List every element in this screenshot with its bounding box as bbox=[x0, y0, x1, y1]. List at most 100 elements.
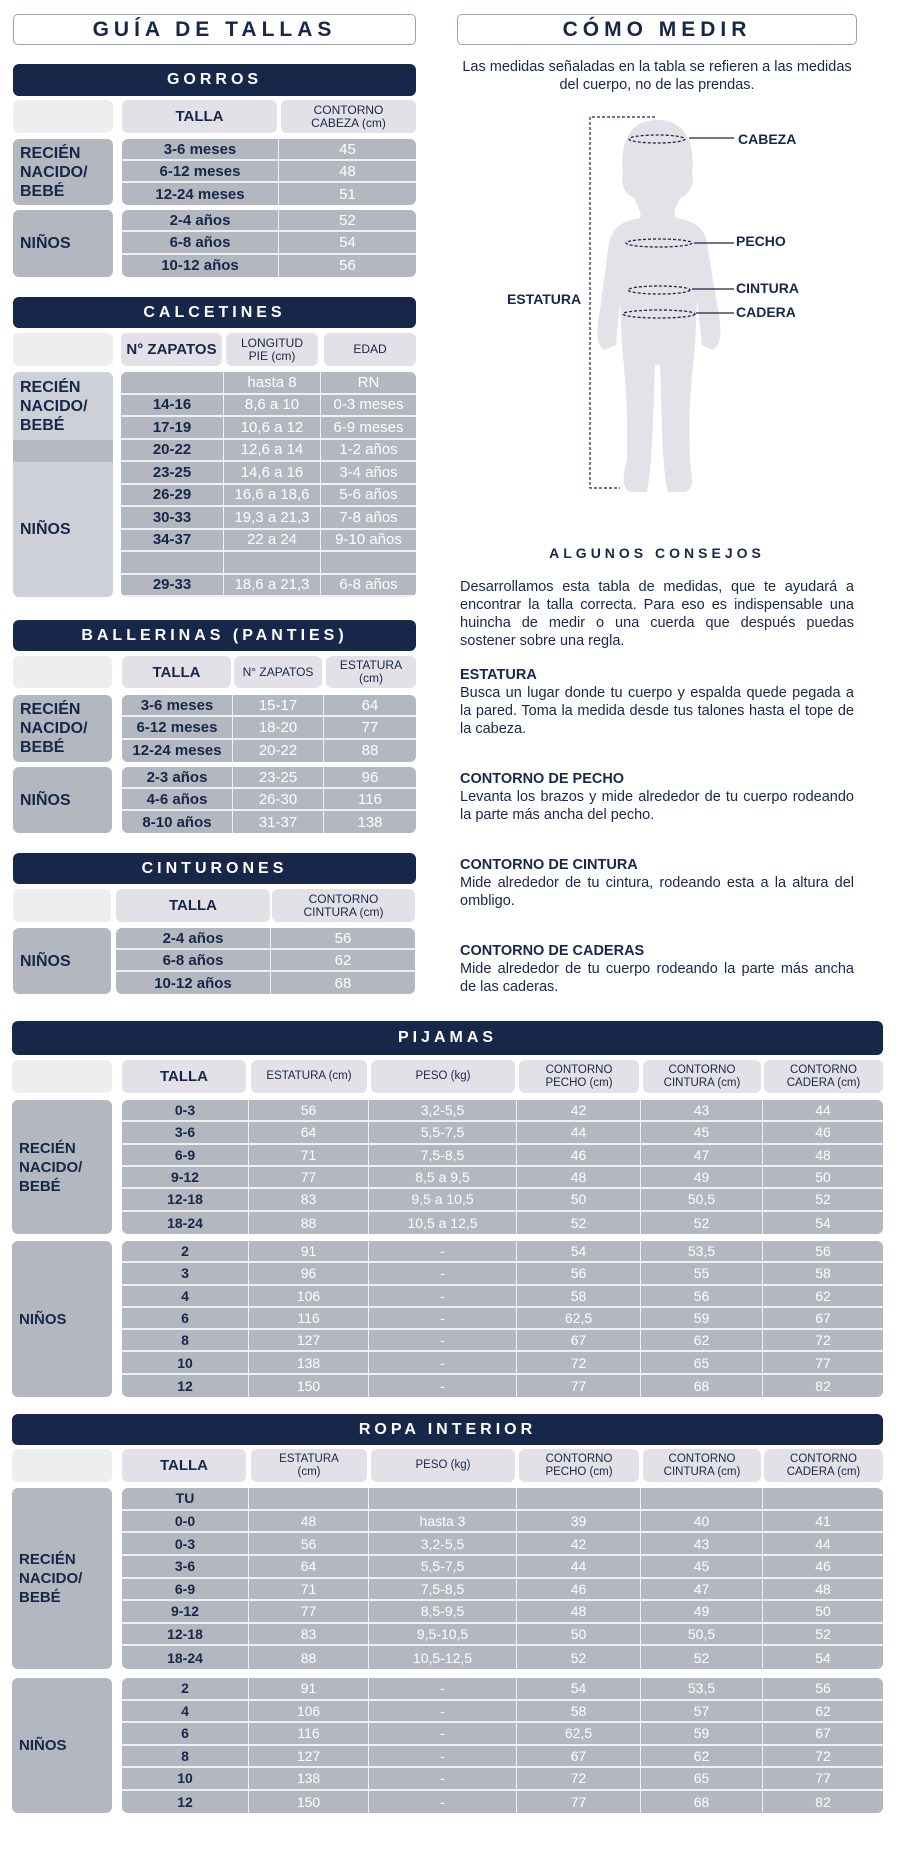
value-cell: 62 bbox=[271, 950, 415, 972]
value-cell: 62 bbox=[641, 1745, 763, 1768]
value-cell: 77 bbox=[517, 1374, 641, 1397]
column-header: TALLA bbox=[122, 656, 231, 688]
group-label: NIÑOS bbox=[12, 1678, 112, 1813]
value-cell: 96 bbox=[249, 1263, 369, 1286]
group-label: NIÑOS bbox=[12, 1241, 112, 1397]
value-cell: 56 bbox=[339, 257, 356, 275]
size-cell: 2-4 años bbox=[116, 928, 271, 950]
size-cell: 6 bbox=[122, 1307, 249, 1331]
value-cell: 56 bbox=[763, 1678, 883, 1701]
value-cell: 58 bbox=[763, 1263, 883, 1286]
value-cell: 56 bbox=[517, 1263, 641, 1286]
value-cell: 50 bbox=[517, 1623, 641, 1647]
value-cell bbox=[517, 1488, 641, 1511]
value-cell: 48 bbox=[517, 1601, 641, 1624]
value-cell: 5-6 años bbox=[321, 485, 416, 507]
header-empty-cell bbox=[12, 1449, 112, 1482]
label-pecho: PECHO bbox=[736, 233, 786, 249]
value-cell: 7-8 años bbox=[321, 507, 416, 530]
waist-measure-ring bbox=[627, 285, 691, 295]
column-header: CONTORNO CINTURA (cm) bbox=[272, 889, 415, 922]
value-cell: 59 bbox=[641, 1723, 763, 1746]
size-cell: 10-12 años bbox=[122, 254, 279, 277]
value-cell: 46 bbox=[517, 1144, 641, 1167]
value-cell: 42 bbox=[517, 1100, 641, 1123]
size-cell: 9-12 bbox=[122, 1167, 249, 1190]
value-cell: 18,6 a 21,3 bbox=[224, 574, 321, 597]
tips-title: ALGUNOS CONSEJOS bbox=[549, 545, 765, 561]
value-cell: 96 bbox=[324, 767, 416, 789]
value-cell: 65 bbox=[641, 1352, 763, 1375]
value-cell: 18-20 bbox=[233, 717, 324, 740]
size-cell: 4-6 años bbox=[122, 789, 233, 811]
size-cell: 2-3 años bbox=[122, 767, 233, 789]
value-cell: 8,5 a 9,5 bbox=[369, 1167, 517, 1190]
size-cell: 20-22 bbox=[121, 439, 224, 462]
value-cell: 67 bbox=[517, 1330, 641, 1353]
value-cell bbox=[224, 552, 321, 575]
column-header: LONGITUD PIE (cm) bbox=[226, 333, 318, 366]
value-cell: - bbox=[369, 1330, 517, 1353]
column-header: CONTORNO PECHO (cm) bbox=[519, 1449, 639, 1482]
value-cell: 138 bbox=[249, 1768, 369, 1791]
size-cell: 8 bbox=[122, 1745, 249, 1768]
value-cell: 50 bbox=[763, 1601, 883, 1624]
value-cell: 23-25 bbox=[233, 767, 324, 789]
value-cell: 52 bbox=[641, 1646, 763, 1669]
tips-intro: Desarrollamos esta tabla de medidas, que… bbox=[460, 579, 854, 649]
value-cell: 54 bbox=[279, 232, 416, 255]
value-cell: 50,5 bbox=[641, 1189, 763, 1212]
size-cell: 9-12 bbox=[122, 1601, 249, 1624]
size-cell: 8-10 años bbox=[122, 811, 233, 833]
value-cell: 71 bbox=[249, 1578, 369, 1602]
how-to-intro: Las medidas señaladas en la tabla se ref… bbox=[462, 59, 852, 93]
value-cell: 6-9 meses bbox=[321, 417, 416, 440]
value-cell: 68 bbox=[641, 1790, 763, 1813]
table-body-block: 2-3 años 23-25 96 4-6 años 26-30 116 8-10 años… bbox=[122, 767, 416, 833]
value-cell: 9,5-10,5 bbox=[369, 1623, 517, 1647]
value-cell: - bbox=[369, 1700, 517, 1723]
value-cell: 50 bbox=[763, 1167, 883, 1190]
size-cell: 3-6 bbox=[122, 1555, 249, 1579]
value-cell: 48 bbox=[763, 1579, 883, 1602]
column-header: CONTORNO CINTURA (cm) bbox=[643, 1449, 761, 1482]
value-cell: 62,5 bbox=[517, 1307, 641, 1331]
value-cell: 59 bbox=[641, 1307, 763, 1331]
ropa_interior-title-bar: ROPA INTERIOR bbox=[12, 1414, 883, 1445]
value-cell: 44 bbox=[763, 1533, 883, 1556]
ballerinas-title-bar: BALLERINAS (PANTIES) bbox=[13, 620, 416, 651]
value-cell: 0-3 meses bbox=[321, 395, 416, 417]
value-cell: 57 bbox=[641, 1700, 763, 1723]
group-label: NIÑOS bbox=[13, 210, 113, 277]
value-cell: 16,6 a 18,6 bbox=[224, 484, 321, 507]
column-header: CONTORNO CADERA (cm) bbox=[764, 1449, 883, 1482]
tip-heading: CONTORNO DE CINTURA bbox=[460, 857, 638, 873]
value-cell: 7,5-8,5 bbox=[369, 1144, 517, 1167]
value-cell: 150 bbox=[249, 1374, 369, 1397]
value-cell: 39 bbox=[517, 1510, 641, 1534]
value-cell: 52 bbox=[763, 1624, 883, 1647]
size-cell: 10-12 años bbox=[116, 972, 271, 994]
value-cell: 77 bbox=[249, 1167, 369, 1190]
value-cell: 64 bbox=[249, 1122, 369, 1145]
value-cell: 8,6 a 10 bbox=[224, 394, 321, 417]
size-cell: 12 bbox=[122, 1790, 249, 1813]
value-cell: 49 bbox=[641, 1167, 763, 1190]
child-silhouette bbox=[597, 120, 721, 492]
tip-pecho: CONTORNO DE PECHO Levanta los brazos y mi… bbox=[460, 770, 854, 824]
value-cell: - bbox=[369, 1745, 517, 1768]
value-cell: 6-8 años bbox=[321, 575, 416, 597]
size-cell: 0-3 bbox=[122, 1100, 249, 1123]
size-cell: 3 bbox=[122, 1263, 249, 1286]
value-cell: 56 bbox=[271, 928, 415, 950]
label-cabeza: CABEZA bbox=[738, 131, 797, 147]
header-empty-cell bbox=[12, 1060, 112, 1093]
value-cell: 72 bbox=[763, 1330, 883, 1353]
value-cell: 1-2 años bbox=[321, 440, 416, 462]
table-body-block: 3-6 meses 15-17 64 6-12 meses 18-20 77 12-24 m… bbox=[122, 695, 416, 762]
tip-text: Mide alrededor de tu cuerpo rodeando la … bbox=[460, 961, 854, 995]
column-header: PESO (kg) bbox=[371, 1449, 515, 1482]
value-cell bbox=[369, 1488, 517, 1511]
size-cell: TU bbox=[122, 1488, 249, 1511]
column-header: ESTATURA (cm) bbox=[326, 656, 416, 688]
